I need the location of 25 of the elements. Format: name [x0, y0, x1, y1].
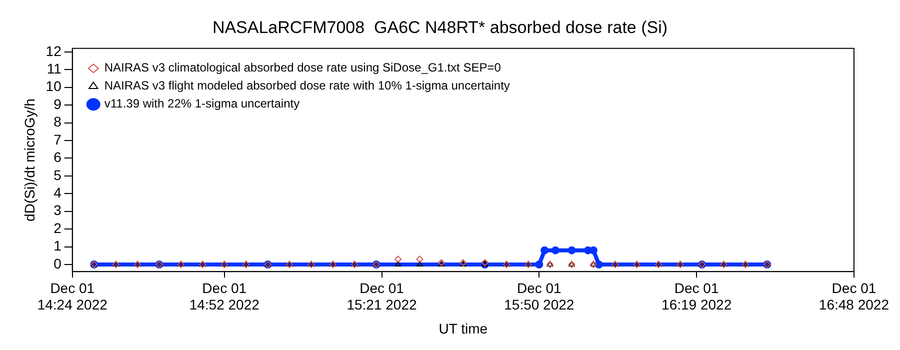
y-tick-label: 5: [54, 166, 62, 183]
legend-label: NAIRAS v3 climatological absorbed dose rate using SiDose_G1.txt SEP=0: [104, 60, 502, 75]
legend-label: NAIRAS v3 flight modeled absorbed dose rate with 10% 1-sigma uncertainty: [104, 78, 510, 93]
x-axis-title: UT time: [438, 320, 488, 336]
x-tick-label: Dec 01 14:52 2022: [189, 280, 260, 313]
x-tick-label: Dec 01 15:50 2022: [504, 280, 574, 313]
x-tick-label: Dec 01 16:48 2022: [818, 280, 890, 313]
y-tick-label: 3: [54, 202, 62, 218]
y-tick-label: 6: [54, 149, 62, 166]
y-axis-title: dD(Si)/dt microGy/h: [21, 98, 38, 222]
y-tick-label: 4: [54, 184, 62, 201]
x-tick-label: Dec 01 16:19 2022: [662, 280, 732, 313]
y-tick-label: 9: [54, 96, 62, 112]
x-tick-label: Dec 01 15:21 2022: [346, 280, 417, 313]
y-tick-label: 10: [46, 78, 62, 94]
y-tick-label: 11: [46, 60, 62, 77]
y-tick-label: 0: [54, 255, 62, 272]
x-tick-label: Dec 01 14:24 2022: [37, 280, 108, 313]
chart-title: NASALaRCFM7008 GA6C N48RT* absorbed dose rate (Si): [212, 18, 668, 37]
y-tick-label: 8: [54, 114, 62, 130]
y-tick-label: 7: [54, 131, 62, 148]
y-tick-label: 12: [46, 42, 62, 59]
y-tick-label: 1: [54, 238, 62, 254]
legend-label: v11.39 with 22% 1-sigma uncertainty: [104, 96, 300, 111]
y-tick-label: 2: [54, 220, 62, 236]
